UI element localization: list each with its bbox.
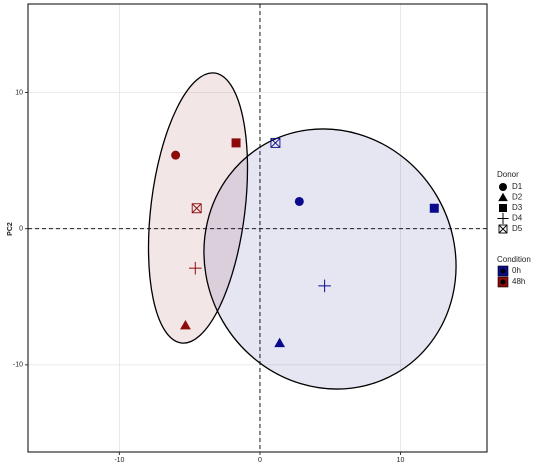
point-boxed-x — [270, 137, 281, 148]
shape — [231, 138, 241, 148]
point-triangle — [180, 319, 191, 330]
legend-label: D4 — [512, 214, 523, 223]
point-square — [429, 203, 439, 213]
legend-label: D1 — [512, 182, 523, 191]
shape — [499, 204, 507, 212]
shape — [270, 137, 281, 148]
legend-title: Condition — [497, 255, 531, 264]
point-circle — [294, 196, 304, 206]
shape — [171, 150, 181, 160]
legend-label: D2 — [512, 193, 523, 202]
shape — [191, 203, 202, 214]
legend-key-dot — [500, 279, 506, 285]
panel-background — [28, 4, 487, 452]
shape — [270, 138, 281, 148]
x-tick-label: 0 — [258, 457, 262, 464]
legend-title: Donor — [497, 170, 519, 179]
legend-label: 0h — [512, 266, 521, 275]
point-plus — [318, 279, 331, 293]
y-tick-label: 0 — [19, 226, 23, 233]
shape — [498, 192, 508, 202]
ellipse-0h — [203, 128, 457, 390]
marks — [171, 137, 439, 348]
legend-label: D3 — [512, 203, 523, 212]
point-circle — [171, 150, 181, 160]
legend-label: 48h — [512, 277, 525, 286]
panel-border — [27, 3, 488, 453]
shape — [498, 224, 508, 234]
shape — [499, 183, 507, 191]
point-triangle — [498, 192, 508, 202]
point-plus — [497, 212, 509, 225]
shape — [498, 224, 508, 234]
point-triangle — [274, 337, 286, 348]
shape — [429, 203, 439, 213]
point-plus — [188, 261, 202, 275]
grid — [28, 4, 487, 452]
point-square — [499, 204, 507, 212]
shape — [180, 319, 191, 330]
y-tick-label: -10 — [13, 362, 23, 369]
point-square — [231, 138, 241, 148]
legend-label: D5 — [512, 224, 523, 233]
x-tick-label: -10 — [114, 457, 124, 464]
shape — [274, 337, 286, 348]
shape — [191, 203, 202, 214]
point-boxed-x — [498, 224, 508, 234]
point-boxed-x — [191, 203, 202, 214]
shape — [294, 196, 304, 206]
x-tick-label: 10 — [397, 457, 405, 464]
y-axis-label: PC2 — [7, 222, 14, 236]
point-circle — [499, 183, 507, 191]
ellipse-48h — [147, 72, 249, 344]
y-tick-label: 10 — [15, 89, 23, 96]
legend-key-dot — [500, 268, 506, 274]
